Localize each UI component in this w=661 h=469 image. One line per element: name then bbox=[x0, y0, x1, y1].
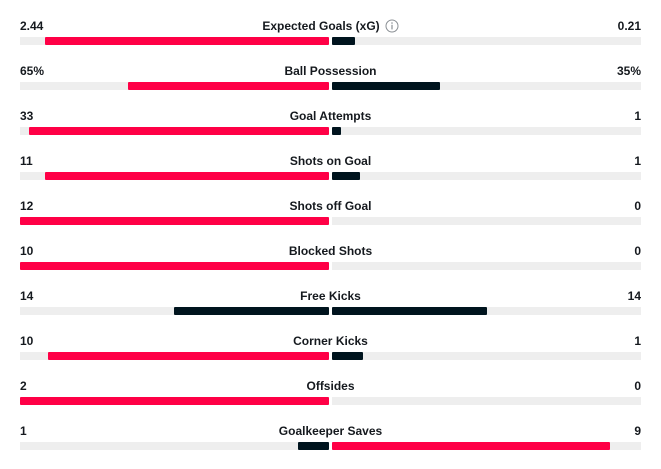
away-value: 0 bbox=[634, 379, 641, 393]
away-bar-track bbox=[332, 172, 641, 180]
away-bar-track bbox=[332, 307, 641, 315]
home-value: 10 bbox=[20, 244, 34, 258]
home-bar-track bbox=[20, 262, 329, 270]
away-value: 9 bbox=[634, 424, 641, 438]
stat-row: 65% Ball Possession 35% bbox=[20, 63, 641, 103]
away-value: 0 bbox=[634, 199, 641, 213]
away-value: 14 bbox=[627, 289, 641, 303]
home-value: 2 bbox=[20, 379, 27, 393]
stat-row: 1 Goalkeeper Saves 9 bbox=[20, 423, 641, 463]
away-bar-track bbox=[332, 37, 641, 45]
stat-label: Free Kicks bbox=[20, 288, 641, 304]
home-bar-track bbox=[20, 127, 329, 135]
home-value: 12 bbox=[20, 199, 34, 213]
stat-row: 10 Corner Kicks 1 bbox=[20, 333, 641, 373]
stat-row: 14 Free Kicks 14 bbox=[20, 288, 641, 328]
home-value: 10 bbox=[20, 334, 34, 348]
stat-label-text: Goalkeeper Saves bbox=[278, 424, 383, 438]
stat-label: Ball Possession bbox=[20, 63, 641, 79]
stat-label-text: Blocked Shots bbox=[288, 244, 373, 258]
away-bar-fill bbox=[332, 307, 487, 315]
stat-label-text: Shots off Goal bbox=[289, 199, 372, 213]
stat-label: Goalkeeper Saves bbox=[20, 423, 641, 439]
stat-label: Offsides bbox=[20, 378, 641, 394]
away-bar-fill bbox=[332, 127, 341, 135]
home-bar-track bbox=[20, 397, 329, 405]
home-bar-fill bbox=[20, 397, 329, 405]
stat-label: Expected Goals (xG) bbox=[20, 18, 641, 34]
stat-label: Blocked Shots bbox=[20, 243, 641, 259]
away-bar-track bbox=[332, 82, 641, 90]
away-value: 1 bbox=[634, 109, 641, 123]
home-value: 2.44 bbox=[20, 19, 44, 33]
away-value: 35% bbox=[616, 64, 641, 78]
stat-label-text: Shots on Goal bbox=[289, 154, 372, 168]
home-bar-fill bbox=[20, 217, 329, 225]
stat-row: 11 Shots on Goal 1 bbox=[20, 153, 641, 193]
away-bar-fill bbox=[332, 172, 360, 180]
away-value: 0 bbox=[634, 244, 641, 258]
home-bar-fill bbox=[298, 442, 329, 450]
home-bar-track bbox=[20, 172, 329, 180]
stat-label: Shots off Goal bbox=[20, 198, 641, 214]
away-bar-fill bbox=[332, 442, 610, 450]
away-bar-track bbox=[332, 262, 641, 270]
home-bar-track bbox=[20, 352, 329, 360]
away-value: 1 bbox=[634, 334, 641, 348]
stat-label: Corner Kicks bbox=[20, 333, 641, 349]
home-bar-track bbox=[20, 37, 329, 45]
home-value: 33 bbox=[20, 109, 34, 123]
stat-label: Shots on Goal bbox=[20, 153, 641, 169]
home-bar-fill bbox=[45, 37, 329, 45]
stat-label-text: Expected Goals (xG) bbox=[262, 19, 380, 33]
home-bar-fill bbox=[29, 127, 329, 135]
home-value: 14 bbox=[20, 289, 34, 303]
stat-label-text: Free Kicks bbox=[300, 289, 361, 303]
home-bar-fill bbox=[48, 352, 329, 360]
away-bar-track bbox=[332, 127, 641, 135]
home-bar-track bbox=[20, 307, 329, 315]
away-bar-fill bbox=[332, 352, 363, 360]
stat-label-text: Corner Kicks bbox=[293, 334, 368, 348]
away-bar-track bbox=[332, 442, 641, 450]
home-bar-fill bbox=[20, 262, 329, 270]
stat-row: 33 Goal Attempts 1 bbox=[20, 108, 641, 148]
stat-row: 10 Blocked Shots 0 bbox=[20, 243, 641, 283]
stat-row: 2 Offsides 0 bbox=[20, 378, 641, 418]
away-bar-fill bbox=[332, 37, 355, 45]
away-bar-track bbox=[332, 352, 641, 360]
away-value: 1 bbox=[634, 154, 641, 168]
away-bar-track bbox=[332, 397, 641, 405]
home-bar-fill bbox=[45, 172, 329, 180]
stat-label-text: Ball Possession bbox=[284, 64, 377, 78]
home-bar-track bbox=[20, 442, 329, 450]
away-value: 0.21 bbox=[617, 19, 641, 33]
stat-row: 2.44 Expected Goals (xG) 0.21 bbox=[20, 18, 641, 58]
info-circle-icon[interactable] bbox=[385, 19, 399, 33]
stat-label-text: Offsides bbox=[306, 379, 355, 393]
home-bar-track bbox=[20, 217, 329, 225]
home-value: 1 bbox=[20, 424, 27, 438]
away-bar-fill bbox=[332, 82, 440, 90]
stat-label-text: Goal Attempts bbox=[289, 109, 372, 123]
home-bar-fill bbox=[128, 82, 329, 90]
home-value: 65% bbox=[20, 64, 45, 78]
home-value: 11 bbox=[20, 154, 33, 168]
stat-row: 12 Shots off Goal 0 bbox=[20, 198, 641, 238]
home-bar-fill bbox=[174, 307, 329, 315]
away-bar-track bbox=[332, 217, 641, 225]
home-bar-track bbox=[20, 82, 329, 90]
stat-label: Goal Attempts bbox=[20, 108, 641, 124]
